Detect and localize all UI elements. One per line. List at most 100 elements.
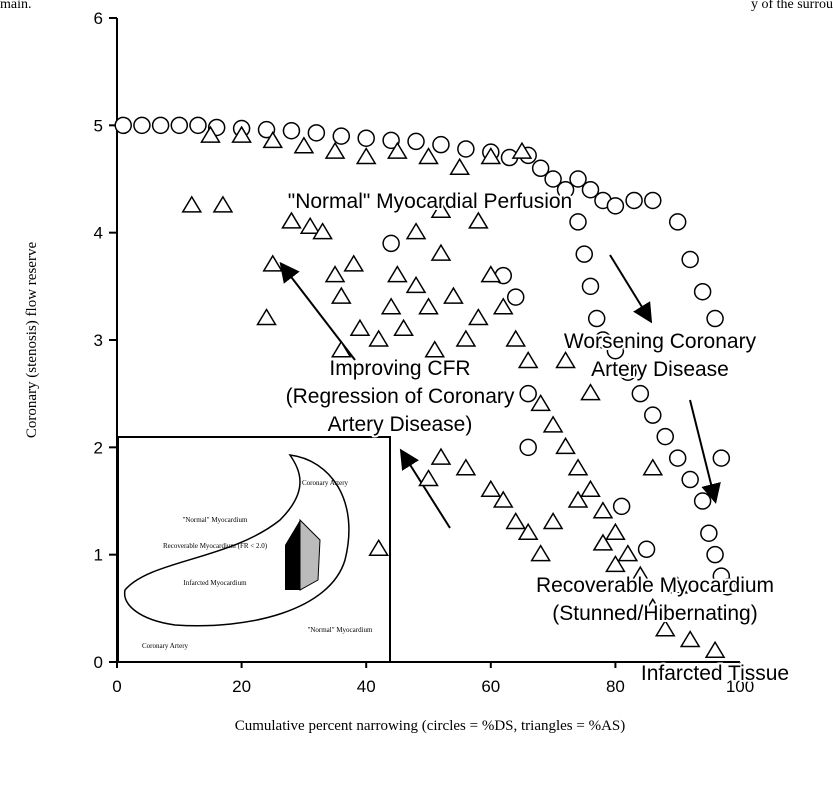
triangle-point [629, 565, 651, 583]
circle-point [575, 245, 593, 263]
triangle-point [530, 393, 551, 412]
circle-point [706, 545, 724, 564]
triangle-point [567, 490, 589, 508]
circle-point [357, 129, 375, 147]
triangle-point [324, 265, 346, 283]
triangle-point [517, 522, 539, 540]
circle-point [407, 132, 425, 151]
circle-point [668, 213, 687, 231]
circle-point [282, 121, 301, 140]
annotation: Artery Disease [591, 358, 729, 381]
triangle-point [567, 458, 589, 476]
circle-point [581, 180, 600, 199]
triangle-point [299, 216, 321, 235]
circle-point [644, 191, 662, 210]
triangle-point [343, 254, 365, 272]
x-tick-label: 20 [232, 677, 251, 696]
y-tick-label: 3 [94, 331, 103, 350]
triangle-point [592, 501, 614, 519]
y-tick-label: 0 [94, 653, 103, 672]
circle-point [544, 170, 562, 188]
triangle-point [418, 297, 439, 315]
triangle-point [405, 275, 427, 294]
circle-point [382, 131, 400, 150]
triangle-point [200, 125, 221, 143]
circle-point [681, 470, 699, 489]
circle-point [133, 116, 151, 135]
circle-point [612, 497, 631, 516]
circle-point [668, 449, 687, 467]
circle-point [693, 282, 712, 301]
triangle-point [704, 640, 726, 659]
triangle-point [293, 136, 315, 154]
triangle-point [405, 222, 427, 240]
triangle-point [449, 157, 470, 176]
circle-point [606, 197, 625, 215]
annotation: (Stunned/Hibernating) [552, 602, 757, 625]
triangle-point [468, 211, 489, 229]
y-tick-label: 2 [94, 438, 103, 457]
circle-point [594, 331, 612, 349]
circle-point [519, 438, 537, 457]
circle-point [506, 288, 525, 306]
triangle-point [492, 490, 514, 508]
circle-point [257, 120, 276, 139]
y-tick-label: 5 [94, 116, 103, 135]
circle-point [619, 363, 637, 381]
scan-fragment: main. [0, 0, 32, 12]
inset-label: Coronary Artery [302, 479, 349, 487]
circle-point [700, 524, 718, 542]
circle-point [625, 191, 643, 210]
triangle-point [679, 630, 701, 648]
triangle-point [330, 286, 352, 304]
triangle-point [181, 195, 203, 213]
circle-point [587, 309, 606, 328]
circle-point [151, 116, 170, 135]
circle-point [170, 116, 189, 135]
x-tick-label: 0 [112, 677, 121, 696]
triangle-point [555, 351, 576, 369]
inset-label: Coronary Artery [142, 642, 189, 650]
x-tick-label: 60 [481, 677, 500, 696]
annotation: Infarcted Tissue [641, 662, 789, 685]
triangle-point [368, 538, 389, 557]
triangle-point [443, 286, 464, 304]
scan-fragment: y of the surrou [751, 0, 833, 12]
circle-point [556, 180, 575, 199]
inset-label: "Normal" Myocardium [307, 626, 373, 634]
triangle-point [212, 195, 234, 213]
triangle-point [480, 479, 502, 498]
inset-label: Recoverable Myocardium (FR < 2.0) [163, 542, 268, 550]
y-tick-label: 6 [94, 9, 103, 28]
y-axis-label: Coronary (stenosis) flow reserve [24, 242, 40, 439]
circle-point [382, 234, 400, 253]
triangle-point [281, 211, 302, 229]
annotation: Improving CFR [329, 357, 470, 380]
triangle-point [262, 130, 284, 149]
x-tick-label: 40 [357, 677, 376, 696]
triangle-point [231, 125, 252, 143]
inset [117, 436, 391, 663]
circle-point [706, 309, 724, 328]
circle-point [681, 250, 699, 269]
annotation: "Normal" Myocardial Perfusion [288, 190, 573, 213]
annotation: (Regression of Coronary [286, 385, 515, 408]
triangle-point [505, 329, 527, 347]
triangle-point [542, 512, 564, 530]
triangle-point [617, 544, 639, 562]
inset-label: "Normal" Myocardium [182, 516, 248, 524]
triangle-point [530, 544, 551, 562]
triangle-point [580, 479, 601, 498]
triangle-point [380, 297, 402, 315]
circle-point [637, 540, 656, 559]
triangle-point [418, 147, 439, 165]
triangle-point [667, 576, 689, 594]
x-tick-label: 100 [726, 677, 754, 696]
inset-label: Infarcted Myocardium [183, 579, 247, 587]
circle-point [114, 116, 132, 135]
circle-point [569, 213, 587, 231]
triangle-point [349, 318, 371, 337]
annotation: Recoverable Myocardium [536, 574, 774, 597]
circle-point [606, 341, 625, 360]
circle-point [693, 492, 712, 510]
